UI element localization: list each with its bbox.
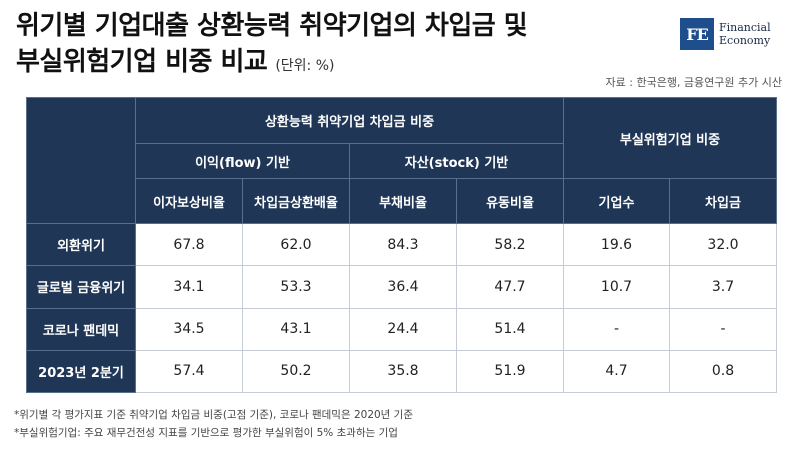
row-label: 글로벌 금융위기: [26, 265, 136, 309]
logo-line-1: Financial: [719, 21, 771, 34]
table-cell: 19.6: [563, 222, 670, 267]
table-cell: 51.4: [456, 307, 564, 351]
column-header: 차입금: [669, 178, 777, 224]
group-header-stock: 자산(stock) 기반: [349, 143, 564, 179]
table-row: 코로나 팬데믹 34.5 43.1 24.4 51.4 - -: [26, 307, 777, 351]
logo-text: Financial Economy: [719, 21, 771, 47]
table-cell: -: [563, 307, 670, 351]
table-cell: 34.5: [135, 307, 243, 351]
table-row: 외환위기 67.8 62.0 84.3 58.2 19.6 32.0: [26, 222, 777, 267]
table-cell: 10.7: [563, 265, 670, 309]
brand-logo: FE Financial Economy: [680, 18, 771, 50]
table-cell: 35.8: [349, 349, 457, 394]
footnote-2: *부실위험기업: 주요 재무건전성 지표를 기반으로 평가한 부실위험이 5% …: [14, 427, 398, 439]
table-cell: 67.8: [135, 222, 243, 267]
table-cell: 53.3: [242, 265, 350, 309]
table-cell: 36.4: [349, 265, 457, 309]
row-label: 외환위기: [26, 222, 136, 267]
table-cell: 50.2: [242, 349, 350, 394]
title-line-2-text: 부실위험기업 비중 비교: [16, 47, 268, 77]
table-row: 2023년 2분기 57.4 50.2 35.8 51.9 4.7 0.8: [26, 349, 777, 394]
table-cell: 34.1: [135, 265, 243, 309]
column-header: 기업수: [563, 178, 670, 224]
table-cell: 58.2: [456, 222, 564, 267]
unit-label: (단위: %): [275, 58, 335, 74]
source-note: 자료 : 한국은행, 금융연구원 추가 시산: [605, 76, 782, 89]
table-cell: 51.9: [456, 349, 564, 394]
table-cell: -: [669, 307, 777, 351]
group-header-flow: 이익(flow) 기반: [135, 143, 350, 179]
table-cell: 84.3: [349, 222, 457, 267]
table-cell: 4.7: [563, 349, 670, 394]
logo-line-2: Economy: [719, 34, 771, 47]
table-row: 글로벌 금융위기 34.1 53.3 36.4 47.7 10.7 3.7: [26, 265, 777, 309]
table-cell: 62.0: [242, 222, 350, 267]
group-header-vulnerable: 상환능력 취약기업 차입금 비중: [135, 97, 564, 144]
table-cell: 47.7: [456, 265, 564, 309]
comparison-table: 상환능력 취약기업 차입금 비중 부실위험기업 비중 이익(flow) 기반 자…: [26, 97, 777, 394]
column-header: 부채비율: [349, 178, 457, 224]
table-cell: 43.1: [242, 307, 350, 351]
column-header: 차입금상환배율: [242, 178, 350, 224]
logo-mark: FE: [680, 18, 714, 50]
table-cell: 57.4: [135, 349, 243, 394]
title-line-2: 부실위험기업 비중 비교 (단위: %): [16, 44, 616, 84]
row-label: 2023년 2분기: [26, 349, 136, 394]
footnote-1: *위기별 각 평가지표 기준 취약기업 차입금 비중(고점 기준), 코로나 팬…: [14, 409, 413, 421]
table-cell: 0.8: [669, 349, 777, 394]
corner-cell: [26, 97, 136, 224]
header-row-2: 이익(flow) 기반 자산(stock) 기반: [27, 143, 777, 179]
group-header-insolvent: 부실위험기업 비중: [563, 97, 777, 179]
header-row-1: 상환능력 취약기업 차입금 비중 부실위험기업 비중: [26, 97, 777, 224]
table-cell: 32.0: [669, 222, 777, 267]
page-title: 위기별 기업대출 상환능력 취약기업의 차입금 및 부실위험기업 비중 비교 (단…: [16, 8, 616, 84]
header-row-3: 이자보상비율 차입금상환배율 부채비율 유동비율 기업수 차입금: [27, 178, 777, 224]
column-header: 이자보상비율: [135, 178, 243, 224]
row-label: 코로나 팬데믹: [26, 307, 136, 351]
column-header: 유동비율: [456, 178, 564, 224]
table-cell: 3.7: [669, 265, 777, 309]
table-cell: 24.4: [349, 307, 457, 351]
title-line-1: 위기별 기업대출 상환능력 취약기업의 차입금 및: [16, 11, 528, 41]
